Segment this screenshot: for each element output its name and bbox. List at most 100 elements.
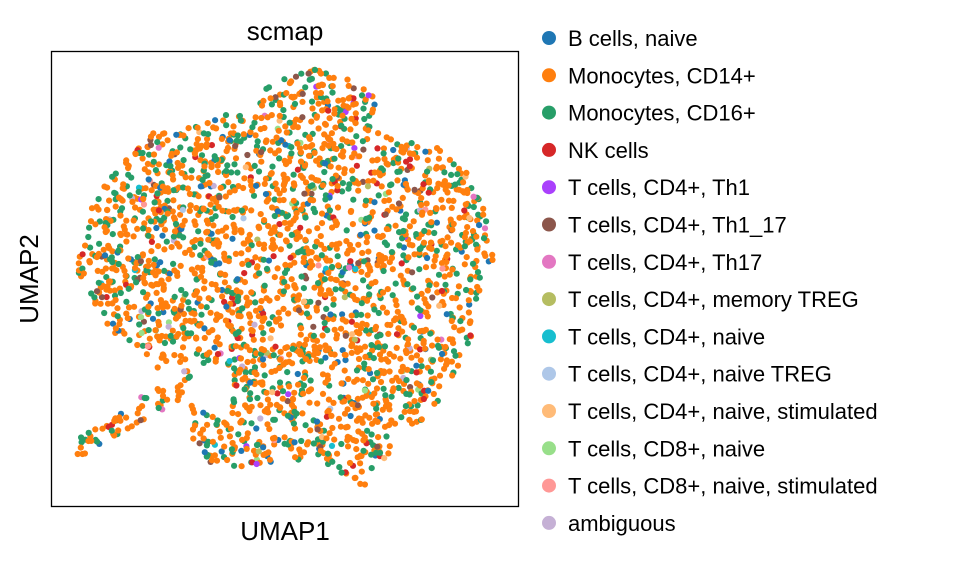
cell-point xyxy=(282,123,289,130)
cell-point xyxy=(347,258,354,265)
cell-point xyxy=(417,346,424,353)
cell-point xyxy=(231,187,238,194)
cell-point xyxy=(245,261,252,268)
cell-point xyxy=(337,325,345,332)
cell-point xyxy=(397,272,404,279)
cell-point xyxy=(453,270,460,277)
cell-point xyxy=(308,75,315,82)
cell-point xyxy=(253,441,261,449)
cell-point xyxy=(140,318,147,325)
cell-point xyxy=(235,369,243,376)
cell-point xyxy=(336,240,343,247)
cell-point xyxy=(400,252,407,259)
cell-point xyxy=(199,176,206,184)
cell-point xyxy=(329,83,336,90)
cell-point xyxy=(195,346,202,353)
cell-point xyxy=(178,286,185,294)
cell-point xyxy=(186,246,193,254)
cell-point xyxy=(380,262,387,269)
cell-point xyxy=(369,376,377,383)
cell-point xyxy=(332,124,339,131)
cell-point xyxy=(152,327,159,334)
cell-point xyxy=(353,322,360,329)
cell-point xyxy=(145,309,152,316)
cell-point xyxy=(257,305,264,312)
cell-point xyxy=(149,315,157,322)
cell-point xyxy=(464,189,471,197)
cell-point xyxy=(141,279,148,286)
cell-point xyxy=(204,120,211,127)
cell-point xyxy=(365,366,372,373)
cell-point xyxy=(374,145,381,152)
cell-point xyxy=(259,381,266,388)
cell-point xyxy=(381,239,388,246)
cell-point xyxy=(321,131,328,138)
cell-point xyxy=(148,281,155,288)
cell-point xyxy=(167,162,174,170)
cell-point xyxy=(132,204,139,211)
cell-point xyxy=(336,464,343,471)
cell-point xyxy=(340,102,347,109)
cell-point xyxy=(126,337,133,344)
cell-point xyxy=(448,239,455,246)
cell-point xyxy=(201,278,208,285)
cell-point xyxy=(354,395,361,402)
cell-point xyxy=(430,263,437,270)
cell-point xyxy=(242,164,249,171)
cell-point xyxy=(324,450,331,457)
cell-point xyxy=(198,152,206,159)
cell-point xyxy=(351,378,358,385)
cell-point xyxy=(297,248,304,255)
cell-point xyxy=(165,319,172,326)
cell-point xyxy=(137,417,144,424)
cell-point xyxy=(376,170,383,177)
cell-point xyxy=(214,286,221,293)
cell-point xyxy=(393,302,400,309)
cell-point xyxy=(305,228,312,235)
cell-point xyxy=(314,426,321,433)
cell-point xyxy=(449,266,456,273)
cell-point xyxy=(325,269,332,277)
legend-marker xyxy=(542,329,556,344)
cell-point xyxy=(257,402,264,409)
cell-point xyxy=(405,336,412,343)
cell-point xyxy=(321,319,328,327)
cell-point xyxy=(145,262,152,270)
cell-point xyxy=(120,223,127,230)
cell-point xyxy=(341,367,348,374)
cell-point xyxy=(374,369,381,377)
cell-point xyxy=(360,277,367,284)
cell-point xyxy=(255,448,262,455)
cell-point xyxy=(418,290,425,297)
cell-point xyxy=(277,246,284,253)
cell-point xyxy=(294,166,301,173)
cell-point xyxy=(282,344,289,352)
cell-point xyxy=(338,280,345,287)
cell-point xyxy=(150,261,157,268)
cell-point xyxy=(185,299,192,306)
cell-point xyxy=(229,235,236,242)
cell-point xyxy=(372,323,380,330)
cell-point xyxy=(398,414,405,421)
cell-point xyxy=(442,343,449,351)
cell-point xyxy=(364,233,371,241)
cell-point xyxy=(342,424,349,431)
cell-point xyxy=(203,304,210,311)
cell-point xyxy=(143,294,150,301)
cell-point xyxy=(368,465,375,472)
cell-point xyxy=(439,237,446,244)
cell-point xyxy=(182,291,189,298)
cell-point xyxy=(115,247,122,254)
cell-point xyxy=(252,299,259,306)
cell-point xyxy=(169,338,177,345)
cell-point xyxy=(296,446,303,453)
cell-point xyxy=(154,190,161,197)
cell-point xyxy=(439,164,446,171)
cell-point xyxy=(283,213,290,220)
cell-point xyxy=(371,390,378,397)
cell-point xyxy=(222,193,229,200)
cell-point xyxy=(205,357,212,364)
cell-point xyxy=(189,426,197,433)
cell-point xyxy=(286,242,293,249)
cell-point xyxy=(387,136,394,143)
